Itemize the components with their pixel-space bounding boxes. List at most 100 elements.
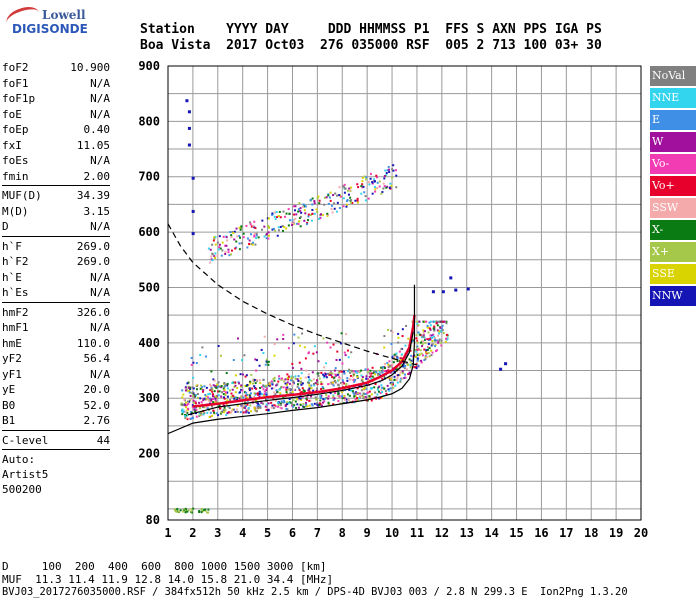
echo-point [407,337,410,340]
echo-point [408,371,411,374]
echo-point [310,395,313,398]
echo-point [341,362,344,365]
echo-point [337,379,340,382]
echo-point [346,379,349,382]
echo-point [320,380,323,383]
echo-point [299,377,302,380]
echo-point [299,397,302,400]
echo-point [212,409,215,412]
echo-point [414,355,417,358]
echo-point [381,371,384,374]
echo-point-low [182,509,185,512]
echo-point [201,346,204,349]
echo-point [365,375,368,378]
param-row: B1 2.76 [2,413,110,429]
echo-point-second-hop [238,235,241,238]
echo-point [315,389,318,392]
echo-point [357,391,360,394]
echo-point [317,360,320,363]
echo-point-second-hop [378,185,381,188]
param-key: B1 [2,414,16,427]
echo-point-second-hop [360,192,363,195]
echo-point-low [203,508,206,511]
echo-point [344,354,347,357]
echo-point-second-hop [309,198,312,201]
echo-point-second-hop [292,205,295,208]
echo-point [223,388,226,391]
echo-point [381,377,384,380]
echo-point-second-hop [343,183,346,186]
echo-point-second-hop [361,180,364,183]
echo-point-second-hop [347,189,350,192]
echo-point [354,394,357,397]
echo-point [200,413,203,416]
param-row: foE N/A [2,107,110,123]
echo-point [320,397,323,400]
echo-point-second-hop [356,201,359,204]
echo-point [369,387,372,390]
echo-point [408,372,411,375]
echo-point [211,405,214,408]
echo-point [306,405,309,408]
echo-point [249,392,252,395]
echo-point [285,386,288,389]
echo-point-second-hop [334,192,337,195]
echo-point-second-hop [261,219,264,222]
echo-point-second-hop [307,215,310,218]
param-row: yF1 N/A [2,367,110,383]
echo-point [287,375,290,378]
echo-point [239,385,242,388]
echo-point [205,398,208,401]
echo-point [425,338,428,341]
x-tick-label: 1 [164,526,171,540]
echo-point [253,395,256,398]
echo-point [415,350,418,353]
echo-point-low [184,511,187,514]
echo-point-second-hop [373,185,376,188]
x-tick-label: 14 [484,526,498,540]
echo-point [364,393,367,396]
echo-point [282,338,285,341]
echo-point [445,337,448,340]
echo-point [214,385,217,388]
echo-point [232,394,235,397]
echo-point [433,338,436,341]
echo-point [339,377,342,380]
echo-point [343,351,346,354]
echo-point [377,390,380,393]
echo-point [224,409,227,412]
echo-point [248,394,251,397]
echo-point [284,404,287,407]
echo-point-second-hop [254,243,257,246]
echo-point [354,370,357,373]
echo-point [225,372,228,375]
echo-point [333,369,336,372]
echo-point [417,324,420,327]
echo-point [445,320,448,323]
echo-point [279,403,282,406]
echo-point-second-hop [238,248,241,251]
echo-point-second-hop [302,203,305,206]
echo-point [405,361,408,364]
echo-point [286,392,289,395]
echo-point [350,389,353,392]
echo-point [213,390,216,393]
echo-point [191,398,194,401]
echo-point-second-hop [248,242,251,245]
echo-point [226,387,229,390]
echo-point [334,391,337,394]
echo-point [350,369,353,372]
legend: NoVal NNE E W Vo- Vo+ SSW X- X+ SSE NNW [650,66,696,308]
echo-point [209,383,212,386]
version-number: 500200 [2,483,42,496]
echo-point [441,327,444,330]
echo-point [416,320,419,323]
echo-point [433,329,436,332]
param-group-profile: hmF2 326.0 hmF1 N/A hmE 110.0 yF2 56.4 yF1 N/A yE 2… [2,305,110,429]
echo-point [323,400,326,403]
echo-point [332,395,335,398]
echo-point-low [173,508,176,511]
echo-point [300,367,303,370]
echo-point-second-hop [385,174,388,177]
echo-point [429,336,432,339]
